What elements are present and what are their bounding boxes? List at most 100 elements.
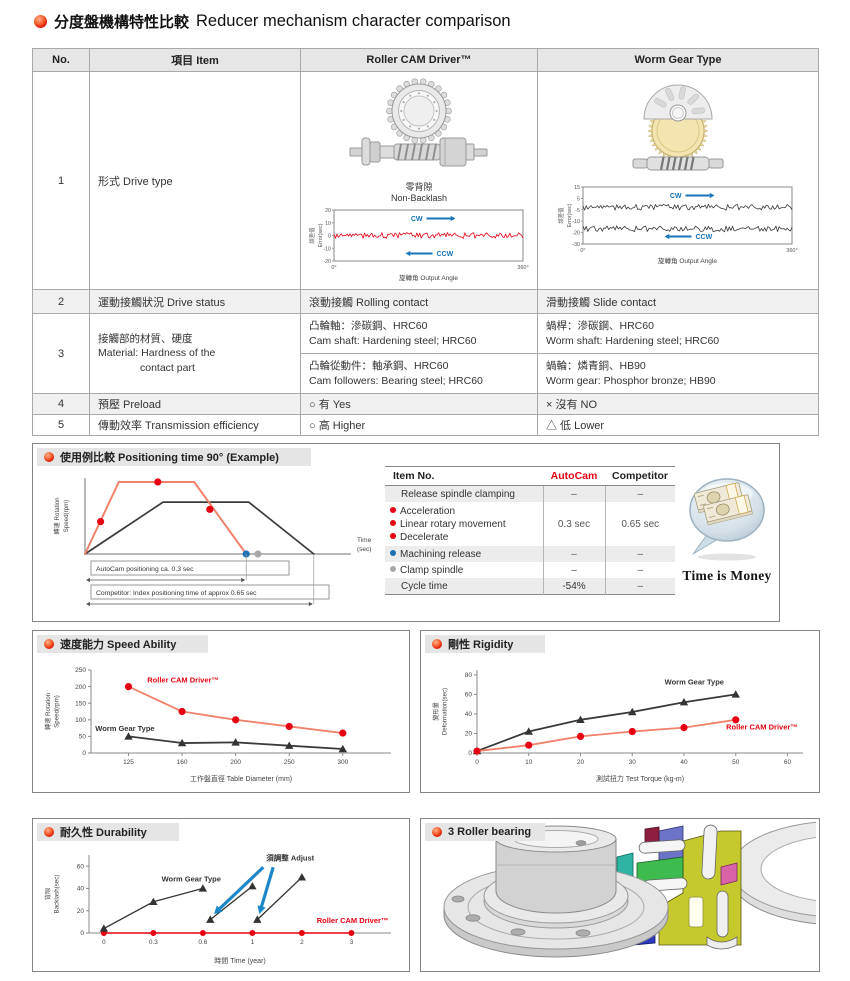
table-row-drive-status: 2 運動接觸狀況 Drive status 滾動接觸 Rolling conta…: [32, 289, 819, 314]
items-row-machining-release: Machining release – –: [385, 546, 675, 562]
svg-text:20: 20: [77, 908, 85, 915]
page-title-en: Reducer mechanism character comparison: [196, 12, 511, 30]
svg-text:誤差值: 誤差值: [557, 207, 565, 224]
svg-text:10: 10: [325, 220, 331, 226]
items-row-clamp-spindle: Clamp spindle – –: [385, 562, 675, 578]
svg-text:160: 160: [177, 759, 188, 766]
svg-text:15: 15: [574, 185, 580, 191]
svg-text:Roller CAM Driver™: Roller CAM Driver™: [726, 723, 798, 732]
svg-text:Roller CAM Driver™: Roller CAM Driver™: [317, 916, 389, 925]
svg-text:360°: 360°: [517, 265, 528, 271]
svg-text:50: 50: [79, 734, 87, 741]
svg-text:背隙: 背隙: [44, 888, 52, 900]
svg-text:Competitor: Index positioning: Competitor: Index positioning time of ap…: [96, 590, 257, 597]
svg-text:80: 80: [465, 672, 473, 679]
svg-text:Worm Gear Type: Worm Gear Type: [162, 875, 221, 884]
items-row-release-clamping: Release spindle clamping – –: [385, 485, 675, 502]
rigidity-section-header: 剛性 Rigidity: [425, 635, 546, 653]
svg-text:-20: -20: [323, 259, 331, 265]
svg-text:轉速 Rotation: 轉速 Rotation: [53, 497, 61, 535]
svg-text:CW: CW: [670, 193, 682, 200]
svg-text:0: 0: [102, 939, 106, 946]
svg-text:200: 200: [230, 759, 241, 766]
svg-text:0: 0: [82, 750, 86, 757]
positioning-items-table: Item No. AutoCam Competitor Release spin…: [385, 466, 675, 595]
svg-text:0.3: 0.3: [149, 939, 158, 946]
svg-text:(sec): (sec): [357, 546, 371, 553]
table-row-efficiency: 5 傳動效率 Transmission efficiency ○ 高 Highe…: [32, 414, 819, 436]
svg-text:轉速 Rotation: 轉速 Rotation: [44, 692, 52, 730]
positioning-chart: 轉速 Rotation Speed(rpm) Time (sec) AutoCam po…: [45, 468, 383, 623]
worm-error-chart: 15 5 -5 -10 -20 -30 誤差值 Error(sec) CW CCW 0° 360° 旋轉…: [540, 182, 816, 269]
svg-text:50: 50: [732, 759, 740, 766]
svg-text:10: 10: [525, 759, 533, 766]
svg-text:0.6: 0.6: [198, 939, 207, 946]
svg-text:-10: -10: [572, 219, 580, 225]
svg-text:0: 0: [468, 750, 472, 757]
svg-text:150: 150: [75, 700, 86, 707]
rigidity-section: 剛性 Rigidity 0 10 20 30 40 50 60 0 20 40 60 80 測試扭力 T…: [420, 630, 820, 793]
col-worm-gear: Worm Gear Type: [537, 48, 819, 72]
svg-text:40: 40: [77, 886, 85, 893]
section-bullet-icon: [44, 452, 54, 462]
svg-text:須調整 Adjust: 須調整 Adjust: [265, 853, 314, 863]
roller-cam-driver-figure: [303, 75, 535, 182]
bearing-section-title: 3 Roller bearing: [448, 826, 532, 838]
positioning-section: 使用例比較 Positioning time 90° (Example) 轉速 …: [32, 443, 780, 622]
svg-text:CW: CW: [411, 216, 423, 223]
svg-text:Speed(rpm): Speed(rpm): [54, 695, 61, 728]
svg-text:40: 40: [465, 711, 473, 718]
svg-text:Worm Gear Type: Worm Gear Type: [665, 678, 724, 687]
section-bullet-icon: [432, 827, 442, 837]
svg-text:20: 20: [577, 759, 585, 766]
red-dot-icon: [390, 519, 396, 526]
svg-text:0: 0: [80, 930, 84, 937]
time-is-money-caption: Time is Money: [682, 568, 772, 583]
svg-text:-20: -20: [572, 231, 580, 237]
svg-text:200: 200: [75, 684, 86, 691]
items-table-header: Item No. AutoCam Competitor: [385, 466, 675, 486]
time-is-money-figure: Time is Money: [678, 470, 776, 584]
svg-text:3: 3: [350, 939, 354, 946]
svg-text:360°: 360°: [786, 248, 797, 254]
svg-text:60: 60: [784, 759, 792, 766]
worm-gear-figure: [540, 75, 816, 182]
svg-text:誤差值: 誤差值: [308, 226, 316, 243]
red-dot-icon: [390, 532, 396, 539]
speed-section-title: 速度能力 Speed Ability: [60, 639, 177, 651]
svg-text:CCW: CCW: [696, 234, 713, 241]
svg-text:CCW: CCW: [437, 251, 454, 258]
svg-text:Backlash(sec): Backlash(sec): [54, 875, 61, 914]
svg-text:0: 0: [475, 759, 479, 766]
roller-bearing-cutaway-figure: [421, 819, 850, 973]
table-row-preload: 4 預壓 Preload ○ 有 Yes × 沒有 NO: [32, 393, 819, 415]
svg-text:變形量: 變形量: [432, 702, 440, 721]
svg-text:250: 250: [75, 667, 86, 674]
svg-text:Speed(rpm): Speed(rpm): [63, 500, 70, 533]
positioning-section-header: 使用例比較 Positioning time 90° (Example): [37, 448, 311, 466]
blue-dot-icon: [390, 549, 396, 556]
svg-text:60: 60: [465, 692, 473, 699]
svg-text:測試扭力 Test Torque (kg-m): 測試扭力 Test Torque (kg-m): [596, 774, 684, 783]
svg-text:-5: -5: [575, 208, 580, 214]
svg-text:60: 60: [77, 863, 85, 870]
svg-text:Time: Time: [357, 537, 372, 544]
svg-text:100: 100: [75, 717, 86, 724]
svg-text:Roller CAM Driver™: Roller CAM Driver™: [147, 676, 219, 685]
svg-text:30: 30: [629, 759, 637, 766]
svg-text:2: 2: [300, 939, 304, 946]
red-dot-icon: [390, 506, 396, 513]
speed-ability-chart: 125 160 200 250 300 0 50 100 150 200 250 工作盤直徑 Tabl…: [39, 658, 401, 791]
svg-text:-10: -10: [323, 246, 331, 252]
svg-text:旋轉角 Output Angle: 旋轉角 Output Angle: [399, 273, 458, 282]
svg-text:20: 20: [325, 208, 331, 214]
svg-text:旋轉角 Output Angle: 旋轉角 Output Angle: [658, 256, 717, 265]
cam-figure-caption: 零背隙 Non-Backlash: [390, 182, 448, 203]
svg-text:時間 Time (year): 時間 Time (year): [214, 957, 265, 965]
items-row-cycle-time: Cycle time -54% –: [385, 578, 675, 595]
svg-text:1: 1: [251, 939, 255, 946]
rigidity-chart: 0 10 20 30 40 50 60 0 20 40 60 80 測試扭力 Test Torque (…: [427, 658, 813, 791]
svg-text:125: 125: [123, 759, 134, 766]
svg-text:Error(sec): Error(sec): [567, 203, 573, 227]
durability-section-title: 耐久性 Durability: [60, 827, 147, 839]
